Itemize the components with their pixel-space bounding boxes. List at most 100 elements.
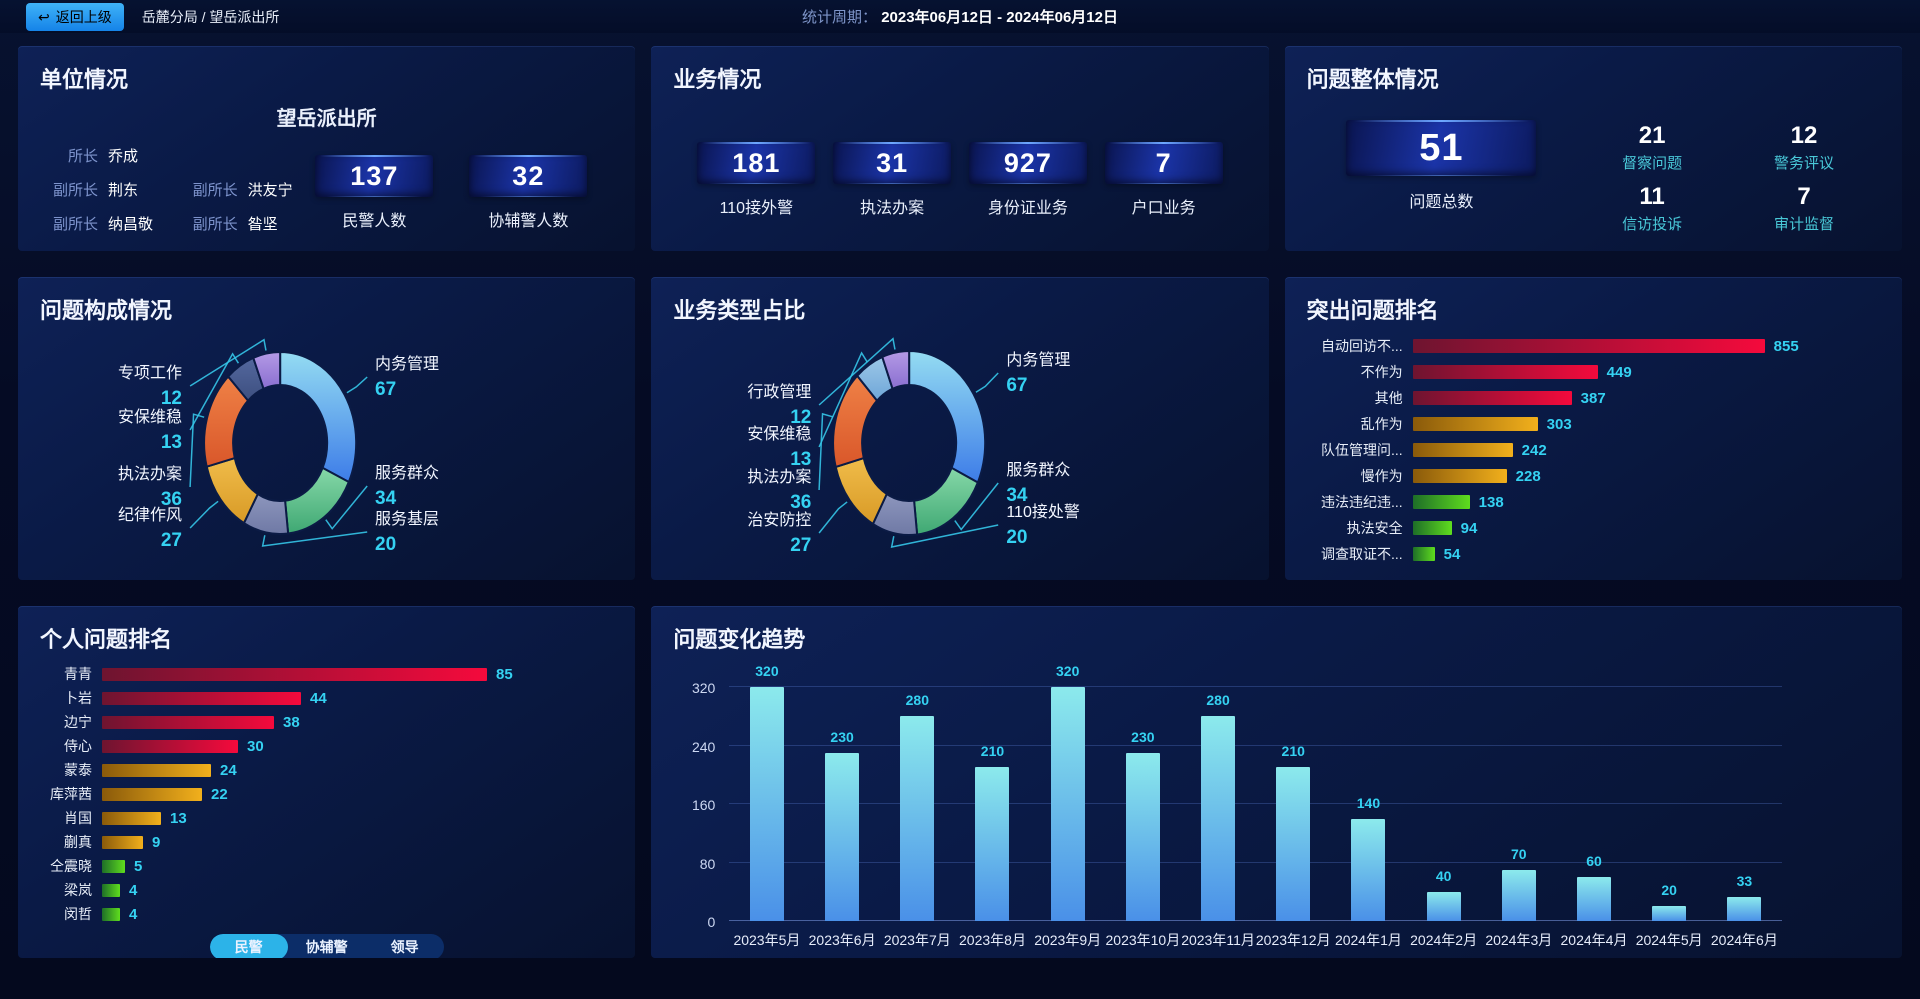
bar-category-label: 违法违纪违... xyxy=(1320,494,1403,510)
bar-row: 不作为 449 xyxy=(1307,359,1880,385)
trend-column: 70 xyxy=(1481,687,1556,921)
pie-label-name: 行政管理 xyxy=(747,384,812,401)
x-axis-label: 2023年10月 xyxy=(1105,932,1181,948)
trend-bar-value: 20 xyxy=(1661,882,1677,899)
personal-tab-2[interactable]: 协辅警 xyxy=(305,939,348,955)
gridline xyxy=(729,686,1782,687)
gridline xyxy=(729,861,1782,863)
bar-category-label: 慢作为 xyxy=(1360,468,1403,484)
bar xyxy=(102,715,274,729)
dashboard: ↩ 返回上级 岳麓分局 / 望岳派出所 统计周期： 2023年06月12日 - … xyxy=(0,0,1920,958)
trend-column: 210 xyxy=(955,687,1030,921)
panel-title: 个人问题排名 xyxy=(40,627,173,652)
business-panel: 业务情况 181 110接外警 31 执法办案 927 身份证业务 7 户口业务 xyxy=(651,46,1269,251)
leader-role: 副所长 xyxy=(192,182,238,199)
bar-value: 138 xyxy=(1478,493,1504,511)
bar xyxy=(102,763,211,777)
mini-label: 督察问题 xyxy=(1622,155,1683,172)
x-axis-label: 2024年2月 xyxy=(1410,932,1478,948)
stat-label: 110接外警 xyxy=(719,200,794,217)
leader-role: 副所长 xyxy=(52,216,98,233)
pie-label-value: 12 xyxy=(160,388,182,409)
pie-label-name: 专项工作 xyxy=(117,365,182,382)
problem-composition-chart: 内务管理 67 服务群众 34 服务基层 20 纪律作风 27 执法办案 36 安保维稳 13 专项工作… xyxy=(18,277,635,580)
bar-track: 85 xyxy=(102,666,613,683)
stat-plate: 32 xyxy=(469,155,588,197)
pie-label-纪律作风: 纪律作风 27 xyxy=(118,506,182,553)
panel-title: 问题整体情况 xyxy=(1306,67,1439,92)
personal-ranking-panel: 个人问题排名 青青 85 卜岩 44 边宁 38 侍心 30 蒙泰 24 库萍茜 22 肖国 13 蒯真 9 仝… xyxy=(18,606,636,958)
bar-value: 242 xyxy=(1521,441,1547,459)
leader-item: 副所长 荆东 xyxy=(40,179,176,200)
stat-block: 7 户口业务 xyxy=(1104,142,1223,218)
leader-name: 乔成 xyxy=(108,148,139,165)
back-arrow-icon: ↩ xyxy=(38,8,50,25)
bar-category-label: 闵哲 xyxy=(64,906,92,922)
pie-label-value: 27 xyxy=(160,530,182,551)
pie-callout-line xyxy=(818,351,869,448)
bar-category-label: 库萍茜 xyxy=(50,786,92,802)
mini-value: 7 xyxy=(1797,183,1811,210)
trend-bar-value: 230 xyxy=(830,728,854,745)
back-button[interactable]: ↩ 返回上级 xyxy=(26,2,124,31)
personal-tab-3[interactable]: 领导 xyxy=(390,939,419,955)
bar-value: 30 xyxy=(247,737,264,755)
topbar: ↩ 返回上级 岳麓分局 / 望岳派出所 统计周期： 2023年06月12日 - … xyxy=(0,0,1920,33)
pie-label-服务基层: 服务基层 20 xyxy=(375,510,439,557)
bar-value: 24 xyxy=(220,761,237,779)
stat-value: 181 xyxy=(732,147,781,178)
personal-tab-1[interactable]: 民警 xyxy=(209,934,288,958)
pie-slice-服务群众 xyxy=(283,466,351,535)
mini-label: 警务评议 xyxy=(1773,155,1834,172)
bar xyxy=(102,691,301,705)
pie-label-value: 67 xyxy=(1006,375,1028,396)
leader-item: 副所长 纳昌敬 xyxy=(40,213,176,234)
trend-bar xyxy=(1501,869,1536,921)
bar-track: 228 xyxy=(1412,468,1880,485)
bar xyxy=(102,811,161,825)
breadcrumb[interactable]: 岳麓分局 / 望岳派出所 xyxy=(141,8,280,25)
leader-item: 副所长 洪友宁 xyxy=(180,179,316,200)
stat-period-label: 统计周期： xyxy=(802,9,878,26)
stat-plate: 927 xyxy=(968,142,1087,184)
personal-ranking-tabs: 民警 协辅警 领导 xyxy=(209,934,444,958)
panel-title: 问题变化趋势 xyxy=(673,627,806,652)
trend-column: 140 xyxy=(1331,687,1406,921)
trend-bar-value: 140 xyxy=(1356,794,1381,811)
stat-plate: 7 xyxy=(1104,142,1223,184)
pie-label-安保维稳: 安保维稳 13 xyxy=(118,408,182,455)
problem-mini-stats: 21 督察问题 12 警务评议 11 信访投诉 7 审计监督 xyxy=(1576,122,1880,234)
pie-label-name: 治安防控 xyxy=(747,512,812,529)
unit-stats: 137 民警人数 32 协辅警人数 xyxy=(315,155,588,234)
panel-title: 单位情况 xyxy=(40,67,129,92)
stat-value: 32 xyxy=(512,160,545,191)
bar-row: 蒯真 9 xyxy=(40,830,613,854)
x-axis-label: 2023年11月 xyxy=(1181,932,1255,948)
bar-value: 449 xyxy=(1606,363,1632,381)
problem-composition-panel: 问题构成情况 内务管理 67 服务群众 34 服务基层 20 纪律作风 27 执法办案 36 安保维… xyxy=(18,277,636,580)
pie-callout-line xyxy=(189,413,205,488)
bar-row: 仝震晓 5 xyxy=(40,854,613,878)
bar-track: 13 xyxy=(102,810,613,827)
trend-bar-value: 40 xyxy=(1435,867,1452,884)
pie-label-value: 13 xyxy=(160,432,182,453)
stat-block: 31 执法办案 xyxy=(833,142,952,218)
trend-bar-value: 33 xyxy=(1736,872,1753,889)
unit-body: 所长 乔成 副所长 荆东 副所长 洪友宁 副所长 纳昌敬 副所长 昝坚 137 民警人数 32 协辅警人… xyxy=(40,145,613,234)
gridline xyxy=(729,744,1782,746)
bar-track: 24 xyxy=(102,762,613,779)
trend-bar-value: 60 xyxy=(1586,853,1602,870)
station-name: 望岳派出所 xyxy=(276,108,377,130)
bar-value: 22 xyxy=(211,785,228,803)
problem-trend-panel: 问题变化趋势 0 80 160 240 320 320 230 280 210 320 230 280… xyxy=(651,606,1902,958)
y-axis-label: 160 xyxy=(691,797,716,813)
pie-label-专项工作: 专项工作 12 xyxy=(118,364,182,411)
bar-track: 54 xyxy=(1412,546,1880,563)
bar xyxy=(1412,417,1538,431)
pie-callout-line xyxy=(975,372,1000,393)
pie-slice-服务群众 xyxy=(913,466,980,536)
bar xyxy=(1412,469,1507,483)
bar xyxy=(102,883,120,897)
trend-bar-value: 210 xyxy=(1281,743,1305,760)
bar-value: 4 xyxy=(129,905,138,923)
